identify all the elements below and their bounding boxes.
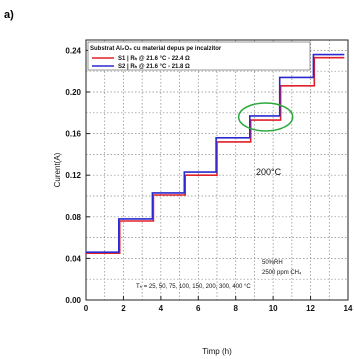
temperature-list-annotation: Tₕ = 25, 50, 75, 100, 150, 200, 300, 400… — [136, 284, 251, 290]
x-tick-label: 4 — [159, 304, 164, 313]
legend: Substrat Al₂O₃ cu material depus pe inca… — [88, 42, 310, 70]
series-layer — [86, 55, 344, 254]
y-tick-label: 0.00 — [65, 296, 81, 305]
temperature-annotation: 200°C — [256, 167, 282, 177]
legend-entry-s2: S2 | Rₕ @ 21.6 °C - 21.8 Ω — [118, 64, 190, 70]
highlight-ellipse — [239, 103, 293, 131]
x-axis-ticks: 0 2 4 6 8 10 12 14 — [84, 296, 353, 313]
legend-title: Substrat Al₂O₃ cu material depus pe inca… — [90, 46, 222, 52]
x-axis-label: Timp (h) — [202, 347, 232, 356]
x-tick-label: 6 — [196, 304, 201, 313]
y-axis-label: Curent(A) — [53, 152, 62, 187]
x-tick-label: 10 — [269, 304, 278, 313]
series-line-s2 — [86, 55, 344, 253]
x-tick-label: 12 — [306, 304, 315, 313]
x-tick-label: 8 — [233, 304, 238, 313]
y-tick-label: 0.08 — [65, 213, 81, 222]
humidity-annotation: 50%RH — [262, 260, 283, 266]
y-tick-label: 0.20 — [65, 88, 81, 97]
panel-label: a) — [4, 9, 14, 21]
y-tick-label: 0.04 — [65, 254, 81, 263]
y-tick-label: 0.16 — [65, 130, 81, 139]
series-line-s1 — [86, 58, 344, 254]
y-tick-label: 0.24 — [65, 46, 81, 55]
gas-annotation: 2500 ppm CH₄ — [262, 270, 302, 276]
legend-entry-s1: S1 | Rₕ @ 21.6 °C - 22.4 Ω — [118, 56, 190, 62]
x-tick-label: 2 — [121, 304, 126, 313]
y-tick-label: 0.12 — [65, 171, 81, 180]
x-tick-label: 0 — [84, 304, 89, 313]
x-tick-label: 14 — [344, 304, 353, 313]
